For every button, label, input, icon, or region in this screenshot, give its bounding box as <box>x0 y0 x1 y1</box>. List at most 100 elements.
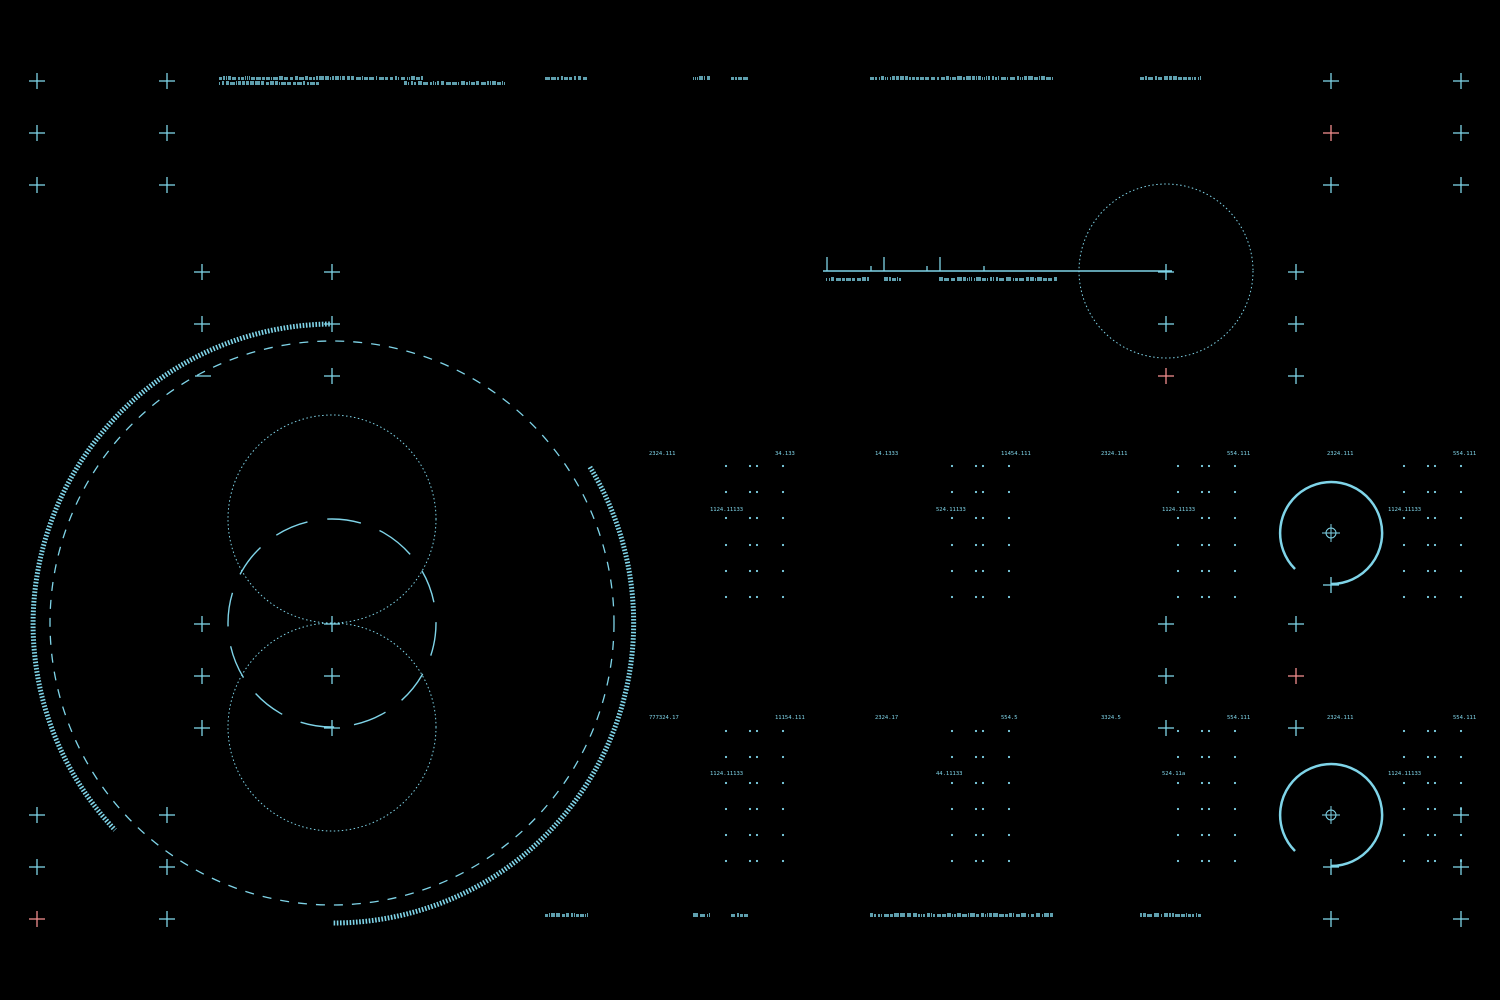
panel-label: 524.11133 <box>936 507 966 513</box>
panel-label: 554.111 <box>1453 715 1476 721</box>
crosshair-icon <box>324 316 340 332</box>
crosshair-icon <box>324 264 340 280</box>
radar-dotted-circle-top <box>227 414 437 624</box>
scrambled-text-bar <box>826 277 869 281</box>
decorative-text-bars <box>219 76 1201 917</box>
dot-matrix-grid <box>724 464 1463 863</box>
crosshair-icon <box>159 177 175 193</box>
crosshair-icon <box>324 616 340 632</box>
crosshair-icon <box>159 859 175 875</box>
dot-matrix-block <box>950 464 1011 599</box>
panel-label: 554.5 <box>1001 715 1018 721</box>
panel-label: 2324.111 <box>649 451 676 457</box>
crosshair-icon <box>29 125 45 141</box>
scrambled-text-bar <box>404 81 505 85</box>
range-ruler <box>823 183 1254 359</box>
panel-2-labels: 777324.17 11154.111 2324.17 554.5 3324.5… <box>649 715 1476 777</box>
scrambled-text-bar <box>731 77 748 80</box>
crosshair-icon <box>1158 368 1174 384</box>
crosshair-icon <box>1158 264 1174 280</box>
crosshair-icon <box>29 859 45 875</box>
crosshair-icon <box>29 73 45 89</box>
crosshair-icon <box>1158 720 1174 736</box>
scrambled-text-bar <box>545 76 587 80</box>
crosshair-icon <box>159 73 175 89</box>
panel-1-labels: 2324.111 34.133 14.1333 11454.111 2324.1… <box>649 451 1476 513</box>
crosshair-icon <box>1158 616 1174 632</box>
scrambled-text-bar <box>884 277 901 281</box>
panel-label: 1124.11133 <box>710 507 743 513</box>
panel-label: 2324.111 <box>1327 715 1354 721</box>
ruler-ticks <box>826 257 985 271</box>
panel-label: 11454.111 <box>1001 451 1031 457</box>
crosshair-markers <box>29 73 1469 927</box>
crosshair-icon <box>159 125 175 141</box>
crosshair-icon <box>324 368 340 384</box>
crosshair-icon <box>194 720 210 736</box>
panel-label: 777324.17 <box>649 715 679 721</box>
crosshair-icon <box>1158 668 1174 684</box>
scrambled-text-bar <box>545 913 588 917</box>
scrambled-text-bar <box>731 913 748 917</box>
crosshair-icon <box>1323 125 1339 141</box>
crosshair-icon <box>1288 616 1304 632</box>
panel-label: 2324.17 <box>875 715 898 721</box>
panel-labels: 2324.111 34.133 14.1333 11454.111 2324.1… <box>649 451 1476 777</box>
dot-matrix-block <box>950 729 1011 863</box>
crosshair-icon <box>1323 911 1339 927</box>
crosshair-icon <box>29 177 45 193</box>
panel-label: 1124.11133 <box>1388 771 1421 777</box>
crosshair-icon <box>159 911 175 927</box>
scrambled-text-bar <box>870 913 1053 917</box>
crosshair-icon <box>1158 316 1174 332</box>
crosshair-icon <box>1453 125 1469 141</box>
panel-label: 14.1333 <box>875 451 898 457</box>
dot-matrix-block <box>1402 729 1463 863</box>
crosshair-icon <box>29 807 45 823</box>
panel-label: 554.111 <box>1227 715 1250 721</box>
panel-label: 34.133 <box>775 451 795 457</box>
crosshair-icon <box>1288 264 1304 280</box>
panel-label: 554.111 <box>1227 451 1250 457</box>
target-reticle-top <box>1278 480 1384 586</box>
crosshair-icon <box>159 807 175 823</box>
dot-matrix-block <box>1176 464 1237 599</box>
scrambled-text-bar <box>693 913 710 917</box>
crosshair-icon <box>1453 911 1469 927</box>
panel-label: 44.11133 <box>936 771 963 777</box>
radar-ticked-arc-right <box>332 465 637 926</box>
panel-label: 1124.11133 <box>1162 507 1195 513</box>
dot-matrix-block <box>1176 729 1237 863</box>
crosshair-icon <box>324 720 340 736</box>
radar-dashed-ring <box>49 340 615 906</box>
panel-label: 3324.5 <box>1101 715 1121 721</box>
target-reticle-bottom <box>1278 762 1384 868</box>
dot-matrix-block <box>724 729 785 863</box>
radar-segment-ring <box>227 518 437 728</box>
crosshair-icon <box>1288 668 1304 684</box>
crosshair-icon <box>324 668 340 684</box>
crosshair-icon <box>194 316 210 332</box>
panel-label: 11154.111 <box>775 715 805 721</box>
crosshair-icon <box>1288 368 1304 384</box>
panel-label: 554.111 <box>1453 451 1476 457</box>
scrambled-text-bar <box>870 76 1053 80</box>
crosshair-icon <box>1453 73 1469 89</box>
crosshair-icon <box>1323 73 1339 89</box>
scrambled-text-bar <box>219 81 319 85</box>
crosshair-icon <box>194 668 210 684</box>
crosshair-icon <box>1323 177 1339 193</box>
scope-dotted-circle <box>1078 183 1254 359</box>
panel-label: 1124.11133 <box>710 771 743 777</box>
panel-label: 1124.11133 <box>1388 507 1421 513</box>
radar-ticked-arc-outer <box>30 321 330 832</box>
scrambled-text-bar <box>1140 913 1201 917</box>
scrambled-text-bar <box>693 76 710 80</box>
scrambled-text-bar <box>1140 76 1201 80</box>
crosshair-icon <box>194 264 210 280</box>
radar-display <box>30 321 637 926</box>
crosshair-icon <box>1453 177 1469 193</box>
crosshair-icon <box>29 911 45 927</box>
crosshair-icon <box>1288 316 1304 332</box>
